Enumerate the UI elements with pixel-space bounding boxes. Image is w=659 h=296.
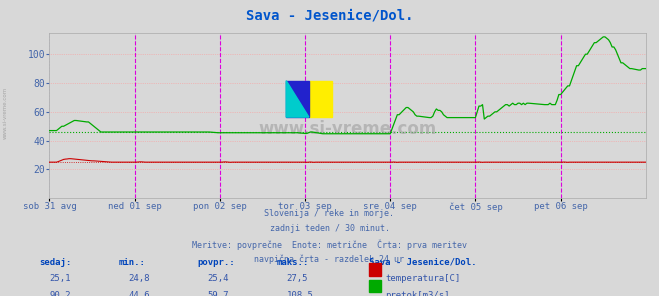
Text: sedaj:: sedaj: — [40, 258, 72, 266]
Text: 24,8: 24,8 — [129, 274, 150, 283]
Text: zadnji teden / 30 minut.: zadnji teden / 30 minut. — [270, 224, 389, 233]
Text: min.:: min.: — [119, 258, 146, 266]
Text: 25,1: 25,1 — [49, 274, 71, 283]
Text: Slovenija / reke in morje.: Slovenija / reke in morje. — [264, 209, 395, 218]
Text: www.si-vreme.com: www.si-vreme.com — [258, 120, 437, 138]
Polygon shape — [286, 81, 309, 117]
Text: 59,7: 59,7 — [208, 291, 229, 296]
Text: Meritve: povprečne  Enote: metrične  Črta: prva meritev: Meritve: povprečne Enote: metrične Črta:… — [192, 239, 467, 250]
Text: 108,5: 108,5 — [287, 291, 314, 296]
Text: 27,5: 27,5 — [287, 274, 308, 283]
Text: www.si-vreme.com: www.si-vreme.com — [3, 86, 8, 139]
Text: 25,4: 25,4 — [208, 274, 229, 283]
Bar — [286, 81, 309, 117]
Bar — [309, 81, 331, 117]
Text: 90,2: 90,2 — [49, 291, 71, 296]
Text: temperatura[C]: temperatura[C] — [386, 274, 461, 283]
Text: maks.:: maks.: — [277, 258, 309, 266]
Text: pretok[m3/s]: pretok[m3/s] — [386, 291, 450, 296]
Text: Sava - Jesenice/Dol.: Sava - Jesenice/Dol. — [246, 9, 413, 23]
Text: Sava - Jesenice/Dol.: Sava - Jesenice/Dol. — [369, 258, 476, 266]
Text: 44,6: 44,6 — [129, 291, 150, 296]
Text: navpična črta - razdelek 24 ur: navpična črta - razdelek 24 ur — [254, 255, 405, 264]
Text: povpr.:: povpr.: — [198, 258, 235, 266]
